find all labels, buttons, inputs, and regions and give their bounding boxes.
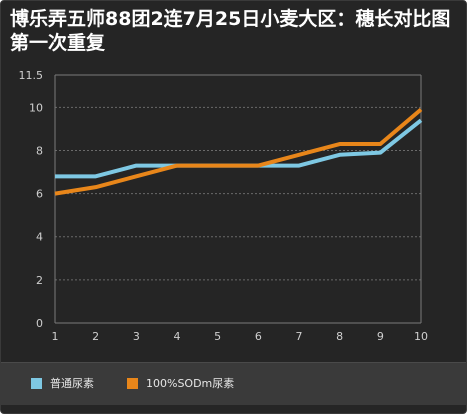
legend-item-series-1[interactable]: 普通尿素 bbox=[31, 376, 94, 390]
legend-label-series-2: 100%SODm尿素 bbox=[146, 377, 235, 390]
y-tick-label: 11.5 bbox=[19, 69, 44, 82]
series-layer bbox=[54, 107, 423, 196]
tick-label-layer: 0 2 4 6 8 10 11.5 1 2 3 4 5 6 7 8 9 10 bbox=[19, 69, 429, 343]
legend-swatch-series-2 bbox=[127, 377, 138, 389]
y-tick-label: 10 bbox=[29, 101, 43, 114]
x-tick-label: 4 bbox=[174, 330, 181, 343]
y-tick-label: 2 bbox=[36, 274, 43, 287]
x-tick-label: 7 bbox=[296, 330, 303, 343]
axis-layer bbox=[54, 74, 422, 324]
legend: 普通尿素 100%SODm尿素 bbox=[1, 362, 466, 405]
y-tick-label: 0 bbox=[36, 317, 43, 330]
x-tick-label: 1 bbox=[52, 330, 59, 343]
x-tick-label: 3 bbox=[133, 330, 140, 343]
x-tick-label: 5 bbox=[214, 330, 221, 343]
x-tick-label: 9 bbox=[377, 330, 384, 343]
y-tick-label: 4 bbox=[36, 231, 43, 244]
chart-title: 博乐弄五师88团2连7月25日小麦大区：穗长对比图第一次重复 bbox=[10, 8, 451, 54]
legend-item-series-2[interactable]: 100%SODm尿素 bbox=[127, 376, 234, 390]
y-tick-label: 8 bbox=[36, 144, 43, 157]
y-tick-label: 6 bbox=[36, 188, 43, 201]
x-tick-label: 8 bbox=[336, 330, 343, 343]
grid-layer bbox=[55, 106, 421, 281]
plot-area: 0 2 4 6 8 10 11.5 1 2 3 4 5 6 7 8 9 10 bbox=[19, 69, 429, 343]
x-tick-label: 2 bbox=[92, 330, 99, 343]
x-tick-label: 10 bbox=[414, 330, 428, 343]
legend-swatch-series-1 bbox=[31, 377, 42, 389]
legend-label-series-1: 普通尿素 bbox=[50, 377, 94, 390]
series-line-2[interactable] bbox=[54, 107, 423, 196]
x-tick-label: 6 bbox=[255, 330, 262, 343]
series-line-1[interactable] bbox=[55, 118, 423, 179]
